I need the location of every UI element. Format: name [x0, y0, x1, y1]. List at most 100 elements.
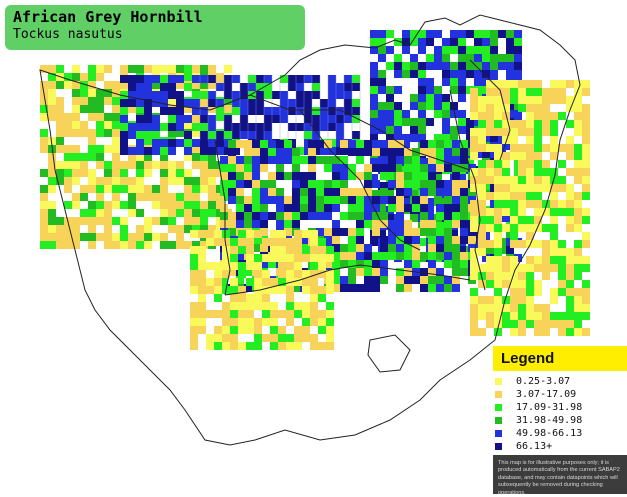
coastline-outline	[39, 14, 581, 446]
occurrence-cell	[220, 180, 228, 188]
occurrence-cell	[208, 75, 216, 83]
occurrence-cell	[284, 172, 292, 180]
occurrence-cell	[574, 88, 582, 96]
occurrence-cell	[566, 168, 574, 176]
occurrence-cell	[176, 65, 184, 73]
occurrence-cell	[470, 88, 478, 96]
occurrence-cell	[48, 137, 56, 145]
occurrence-cell	[222, 342, 230, 350]
occurrence-cell	[310, 318, 318, 326]
occurrence-cell	[230, 318, 238, 326]
border-namibia-botswana	[214, 139, 231, 296]
occurrence-cell	[494, 288, 502, 296]
occurrence-cell	[380, 196, 388, 204]
occurrence-cell	[294, 334, 302, 342]
occurrence-cell	[386, 134, 394, 142]
occurrence-cell	[396, 172, 404, 180]
occurrence-cell	[494, 104, 502, 112]
occurrence-cell	[460, 188, 468, 196]
occurrence-cell	[352, 131, 360, 139]
occurrence-cell	[228, 172, 236, 180]
occurrence-cell	[486, 264, 494, 272]
occurrence-cell	[370, 174, 378, 182]
occurrence-cell	[248, 123, 256, 131]
occurrence-cell	[444, 252, 452, 260]
occurrence-cell	[160, 161, 168, 169]
occurrence-cell	[208, 123, 216, 131]
occurrence-cell	[324, 188, 332, 196]
occurrence-cell	[510, 128, 518, 136]
occurrence-cell	[264, 91, 272, 99]
occurrence-cell	[260, 148, 268, 156]
occurrence-cell	[48, 241, 56, 249]
occurrence-cell	[120, 91, 128, 99]
occurrence-cell	[192, 123, 200, 131]
occurrence-cell	[348, 188, 356, 196]
occurrence-cell	[184, 121, 192, 129]
occurrence-cell	[348, 204, 356, 212]
occurrence-cell	[228, 148, 236, 156]
occurrence-cell	[222, 230, 230, 238]
occurrence-cell	[80, 97, 88, 105]
occurrence-cell	[474, 30, 482, 38]
occurrence-cell	[252, 140, 260, 148]
occurrence-cell	[404, 180, 412, 188]
occurrence-cell	[404, 236, 412, 244]
occurrence-cell	[444, 244, 452, 252]
occurrence-cell	[364, 244, 372, 252]
occurrence-cell	[308, 164, 316, 172]
occurrence-cell	[208, 99, 216, 107]
occurrence-cell	[320, 123, 328, 131]
occurrence-cell	[404, 148, 412, 156]
occurrence-cell	[222, 318, 230, 326]
occurrence-cell	[526, 120, 534, 128]
occurrence-cell	[224, 123, 232, 131]
occurrence-cell	[262, 302, 270, 310]
occurrence-cell	[144, 193, 152, 201]
occurrence-cell	[200, 97, 208, 105]
occurrence-cell	[152, 217, 160, 225]
occurrence-cell	[190, 310, 198, 318]
occurrence-cell	[518, 304, 526, 312]
occurrence-cell	[420, 164, 428, 172]
occurrence-cell	[278, 286, 286, 294]
occurrence-cell	[378, 110, 386, 118]
occurrence-cell	[510, 264, 518, 272]
occurrence-cell	[244, 204, 252, 212]
occurrence-cell	[542, 176, 550, 184]
occurrence-cell	[254, 254, 262, 262]
occurrence-cell	[64, 153, 72, 161]
occurrence-cell	[246, 246, 254, 254]
occurrence-cell	[458, 110, 466, 118]
occurrence-cell	[450, 38, 458, 46]
occurrence-cell	[494, 280, 502, 288]
occurrence-cell	[502, 128, 510, 136]
occurrence-cell	[582, 296, 590, 304]
occurrence-cell	[184, 73, 192, 81]
occurrence-cell	[490, 38, 498, 46]
occurrence-cell	[224, 115, 232, 123]
occurrence-cell	[336, 131, 344, 139]
occurrence-cell	[72, 65, 80, 73]
legend-item: 49.98-66.13	[493, 427, 627, 440]
occurrence-cell	[394, 134, 402, 142]
occurrence-cell	[296, 83, 304, 91]
occurrence-cell	[160, 75, 168, 83]
occurrence-cell	[550, 128, 558, 136]
legend-label: 0.25-3.07	[516, 376, 571, 387]
occurrence-cell	[378, 46, 386, 54]
occurrence-cell	[80, 105, 88, 113]
occurrence-cell	[200, 81, 208, 89]
occurrence-cell	[356, 236, 364, 244]
occurrence-cell	[534, 224, 542, 232]
occurrence-cell	[48, 209, 56, 217]
occurrence-cell	[190, 286, 198, 294]
occurrence-cell	[380, 268, 388, 276]
occurrence-cell	[444, 188, 452, 196]
occurrence-cell	[394, 118, 402, 126]
occurrence-cell	[574, 248, 582, 256]
occurrence-cell	[450, 46, 458, 54]
occurrence-cell	[238, 302, 246, 310]
occurrence-cell	[200, 201, 208, 209]
occurrence-cell	[332, 244, 340, 252]
